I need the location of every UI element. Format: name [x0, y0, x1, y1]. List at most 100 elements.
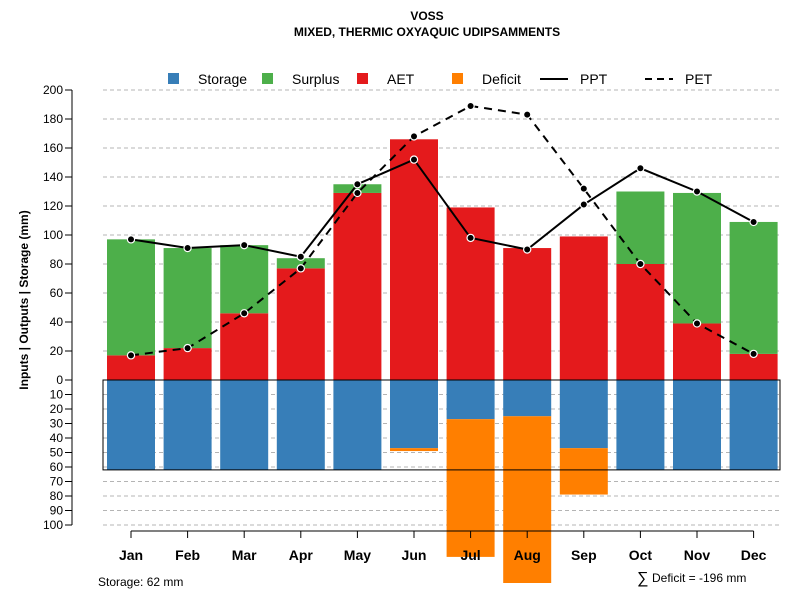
y-tick-label: 10 [50, 388, 64, 402]
bar-storage [333, 380, 382, 470]
legend-label: PPT [580, 71, 608, 87]
bar-aet [673, 323, 721, 380]
x-tick-label: Jan [119, 547, 143, 563]
sigma-symbol: ∑ [637, 570, 648, 587]
pet-line [130, 104, 755, 357]
bar-aet [163, 348, 212, 380]
legend-swatch [452, 73, 463, 84]
legend-swatch [357, 73, 368, 84]
ppt-point [353, 180, 362, 189]
y-tick-label: 90 [50, 504, 64, 518]
ppt-point [579, 200, 589, 209]
bar-aet [333, 192, 382, 380]
pet-point [636, 259, 645, 269]
ppt-point [183, 243, 192, 253]
ppt-point [126, 235, 136, 244]
bar-deficit [503, 416, 552, 583]
ppt-point [749, 217, 758, 227]
axes: 0204060801001201401601802001020304050607… [43, 83, 767, 563]
y-tick-label: 70 [50, 475, 64, 489]
x-tick-label: Aug [514, 547, 541, 563]
bar-aet [616, 264, 665, 380]
bar-storage [390, 380, 438, 449]
x-tick-label: Sep [571, 547, 597, 563]
bar-surplus [673, 192, 721, 324]
chart-subtitle: MIXED, THERMIC OXYAQUIC UDIPSAMMENTS [294, 25, 560, 39]
y-tick-label: 40 [50, 315, 64, 329]
y-tick-label: 50 [50, 446, 64, 460]
pet-point [409, 132, 419, 141]
y-tick-label: 100 [43, 518, 63, 532]
bar-aet [559, 236, 608, 380]
bar-storage [559, 380, 608, 449]
bar-surplus [729, 221, 778, 354]
bar-surplus [276, 258, 325, 269]
chart-title: VOSS [410, 9, 443, 23]
y-tick-label: 30 [50, 417, 64, 431]
legend-swatch [168, 73, 179, 84]
y-tick-label: 60 [50, 286, 64, 300]
legend-label: AET [387, 71, 415, 87]
y-tick-label: 80 [50, 257, 64, 271]
bar-surplus [616, 191, 665, 264]
x-tick-label: Oct [629, 547, 653, 563]
x-tick-label: May [344, 547, 371, 563]
bar-surplus [333, 184, 382, 193]
ppt-point [409, 155, 419, 164]
bar-deficit [559, 448, 608, 495]
ppt-point [296, 252, 305, 261]
x-tick-label: Jul [460, 547, 480, 563]
gridlines [103, 89, 780, 526]
y-tick-label: 40 [50, 431, 64, 445]
pet-point [183, 343, 192, 353]
x-tick-label: Nov [684, 547, 711, 563]
x-tick-label: Mar [232, 547, 257, 563]
bar-surplus [220, 245, 269, 314]
bar-storage [616, 380, 665, 470]
y-tick-label: 0 [56, 373, 63, 387]
bar-aet [503, 248, 552, 380]
bar-storage [220, 380, 269, 470]
legend-label: Surplus [292, 71, 339, 87]
ppt-point [239, 240, 249, 250]
deficit-note: Deficit = -196 mm [652, 571, 746, 585]
y-tick-label: 120 [43, 199, 63, 213]
bar-storage [276, 380, 325, 470]
pet-point [466, 101, 475, 111]
x-tick-label: Dec [741, 547, 767, 563]
bar-storage [729, 380, 778, 470]
pet-point [579, 184, 589, 193]
legend-label: Storage [198, 71, 247, 87]
pet-point [523, 110, 532, 119]
y-tick-label: 180 [43, 112, 63, 126]
pet-point [692, 319, 702, 328]
storage-capacity-box [102, 379, 781, 471]
ppt-point [692, 187, 702, 196]
legend-label: PET [685, 71, 713, 87]
series-lines [126, 101, 758, 360]
legend: Storage Surplus AET Deficit PPT PET [168, 71, 713, 87]
bar-surplus [107, 239, 155, 356]
ppt-point [636, 164, 645, 173]
y-tick-label: 20 [50, 402, 64, 416]
y-tick-label: 160 [43, 141, 63, 155]
storage-note: Storage: 62 mm [98, 575, 183, 589]
bar-storage [446, 380, 495, 420]
legend-swatch [262, 73, 273, 84]
bar-aet [446, 207, 495, 380]
ppt-line [130, 158, 755, 258]
bar-aet [276, 268, 325, 380]
bar-aet [390, 139, 438, 380]
ppt-point [466, 233, 475, 243]
bar-aet [220, 313, 269, 380]
y-tick-label: 80 [50, 489, 64, 503]
bar-aet [729, 353, 778, 380]
bar-storage [163, 380, 212, 470]
pet-point [126, 351, 136, 360]
bar-storage [107, 380, 155, 470]
pet-point [749, 349, 758, 359]
y-tick-label: 60 [50, 460, 64, 474]
x-tick-label: Apr [289, 547, 314, 563]
y-tick-label: 140 [43, 170, 63, 184]
